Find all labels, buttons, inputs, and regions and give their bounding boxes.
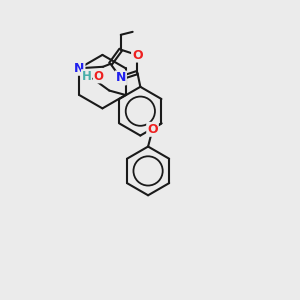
Text: O: O — [132, 49, 143, 62]
Text: H: H — [82, 70, 92, 83]
Text: N: N — [74, 62, 85, 75]
Text: O: O — [147, 123, 158, 136]
Text: O: O — [93, 70, 103, 83]
Text: N: N — [116, 71, 126, 84]
